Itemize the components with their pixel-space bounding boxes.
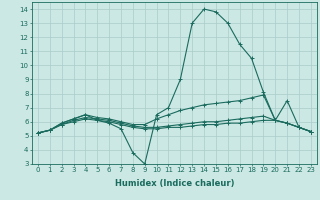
X-axis label: Humidex (Indice chaleur): Humidex (Indice chaleur): [115, 179, 234, 188]
